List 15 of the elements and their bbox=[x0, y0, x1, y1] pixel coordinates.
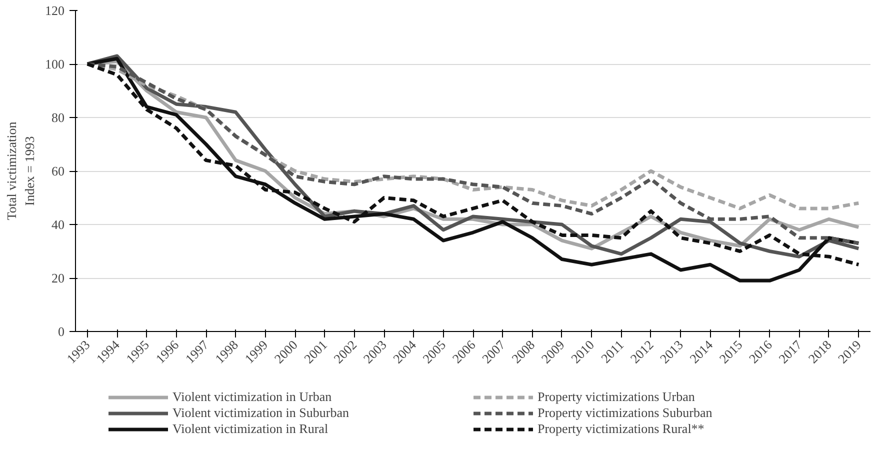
legend-label: Property victimizations Urban bbox=[538, 388, 696, 404]
y-tick-label: 0 bbox=[58, 324, 64, 339]
y-tick-label: 40 bbox=[52, 217, 64, 232]
y-tick-label: 80 bbox=[52, 110, 64, 125]
y-tick-label: 60 bbox=[52, 164, 64, 178]
legend-label: Violent victimization in Urban bbox=[172, 388, 333, 404]
y-tick-label: 120 bbox=[45, 3, 64, 18]
y-tick-label: 20 bbox=[52, 270, 64, 286]
legend-label: Property victimizations Rural** bbox=[538, 420, 706, 436]
legend-label: Violent victimization in Rural bbox=[172, 420, 330, 436]
y-axis-title: Total victimization Index = 1993 bbox=[4, 121, 37, 220]
y-tick-label: 100 bbox=[45, 56, 64, 72]
legend-label: Property victimizations Suburban bbox=[538, 404, 714, 420]
legend-label: Violent victimization in Suburban bbox=[172, 404, 350, 420]
x-tick-label: 2011 bbox=[598, 337, 627, 366]
